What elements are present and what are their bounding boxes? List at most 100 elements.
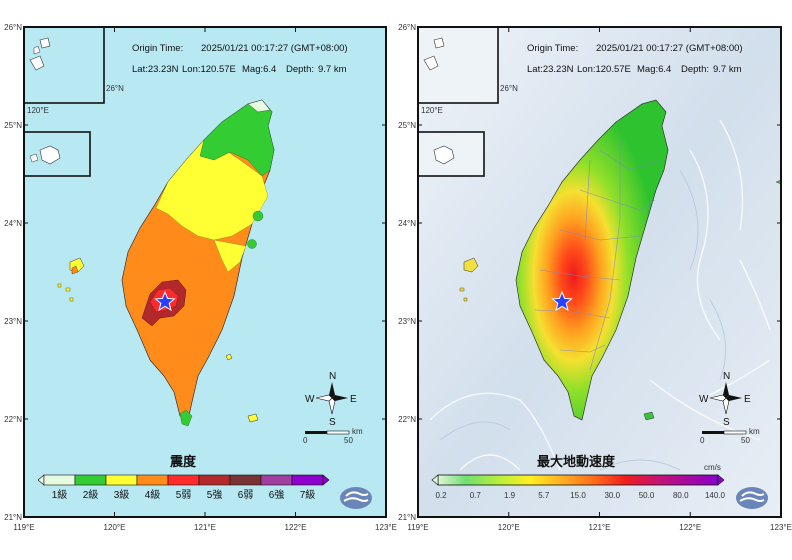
seafloor-relief [429,119,771,471]
lat-tick-22°N: 22°N [398,415,416,424]
lon-tick-120°E: 120°E [104,523,126,532]
right-mag: Mag:6.4 [637,64,671,75]
left-kinmen-inset [23,131,91,177]
lat-tick-23°N: 23°N [398,317,416,326]
pgv-tick-9: 140.0 [705,491,726,500]
legend-swatch-6 [198,474,231,486]
right-inset: 120°E 26°N [417,26,518,115]
penghu-islands [57,257,85,302]
inset-lon-label: 120°E [27,106,49,115]
left-inset: 120°E 26°N [23,26,124,115]
lat-tick-26°N: 26°N [398,23,416,32]
right-origin-time: 2025/01/21 00:17:27 (GMT+08:00) [596,43,743,54]
right-inset-lon: 120°E [421,106,443,115]
right-compass-e: E [744,394,751,405]
left-depth-label: Depth: [286,64,314,75]
green-island [247,413,259,423]
right-scale-bar: 0 50 km [700,427,760,445]
lat-tick-25°N: 25°N [398,121,416,130]
right-epicenter-star [551,290,573,312]
legend-label-7: 6弱 [238,489,254,501]
inset-lat-label: 26°N [106,84,124,93]
lon-tick-119°E: 119°E [407,523,428,532]
lanyu-island [225,353,233,361]
legend-swatch-2 [74,474,107,486]
legend-arrow-right [322,474,330,486]
right-scale-fifty: 50 [741,436,750,445]
left-compass-icon: N S E W [305,371,357,428]
cwa-logo-icon [340,487,372,509]
taiwan-pgv-field [515,99,669,421]
left-origin-time: 2025/01/21 00:17:27 (GMT+08:00) [201,43,348,54]
scale-fifty: 50 [344,436,353,445]
left-lon: Lon:120.57E [182,64,236,75]
right-scale-unit: km [749,427,760,436]
scale-zero: 0 [303,436,308,445]
legend-swatch-8 [260,474,293,486]
seafloor-shade [439,169,727,471]
lat-tick-24°N: 24°N [398,219,416,228]
legend-label-1: 1級 [52,488,68,501]
right-penghu-islands [459,257,479,302]
legend-label-3: 3級 [114,488,130,501]
pgv-tick-5: 15.0 [570,491,586,500]
right-origin-time-label: Origin Time: [527,43,578,54]
right-lon: Lon:120.57E [577,64,631,75]
county-boundaries [534,140,661,371]
lat-tick-21°N: 21°N [398,513,416,522]
pgv-tick-1: 0.2 [435,491,447,500]
intensity-2-spot [252,210,264,222]
legend-swatch-4 [136,474,169,486]
lat-tick-24°N: 24°N [4,219,22,228]
right-depth-label: Depth: [681,64,709,75]
right-lat: Lat:23.23N [527,64,574,75]
intensity-1-tip [247,99,271,113]
lon-tick-121°E: 121°E [194,523,216,532]
right-compass-s: S [723,417,730,428]
lon-tick-121°E: 121°E [589,523,611,532]
compass-s: S [329,417,336,428]
pgv-tick-2: 0.7 [470,491,482,500]
legend-swatch-7 [229,474,262,486]
lat-tick-26°N: 26°N [4,23,22,32]
pgv-bar-left-arrow [431,474,439,486]
scale-unit: km [352,427,363,436]
lon-tick-120°E: 120°E [498,523,520,532]
lat-tick-22°N: 22°N [4,415,22,424]
right-green-island [643,411,655,421]
right-depth: 9.7 km [713,64,742,75]
right-inset-lat: 26°N [500,84,518,93]
pgv-color-bar [437,474,719,486]
right-kinmen-inset [417,131,485,177]
pgv-tick-3: 1.9 [504,491,516,500]
lat-tick-25°N: 25°N [4,121,22,130]
compass-n: N [329,371,336,382]
pgv-bar-right-arrow [717,474,725,486]
right-legend-unit: cm/s [704,463,721,472]
green-south-tip [179,409,193,427]
pgv-tick-8: 80.0 [673,491,689,500]
legend-swatch-3 [105,474,138,486]
left-scale-bar: 0 50 km [303,427,363,445]
compass-e: E [350,394,357,405]
pgv-legend-ticks: 0.2 0.7 1.9 5.7 15.0 30.0 50.0 80.0 140.0 [435,491,725,500]
legend-label-5: 5弱 [176,489,192,501]
legend-label-6: 5強 [207,488,223,501]
epicenter-star [154,290,176,312]
legend-label-2: 2級 [83,488,99,501]
intensity-2-spot [247,239,257,249]
pgv-tick-7: 50.0 [639,491,655,500]
left-legend-title: 震度 [169,454,197,469]
left-lat: Lat:23.23N [132,64,179,75]
right-cwa-logo-icon [736,487,768,509]
left-depth: 9.7 km [318,64,347,75]
lon-tick-122°E: 122°E [285,523,307,532]
lon-tick-122°E: 122°E [679,523,701,532]
lon-tick-123°E: 123°E [770,523,792,532]
left-taiwan-intensity [57,99,275,427]
compass-w: W [305,394,315,405]
right-legend-title: 最大地動速度 [537,454,616,469]
left-map: 120°E 26°N Origin Time: 2025/01/21 00:17… [23,26,387,518]
right-compass-n: N [723,371,730,382]
